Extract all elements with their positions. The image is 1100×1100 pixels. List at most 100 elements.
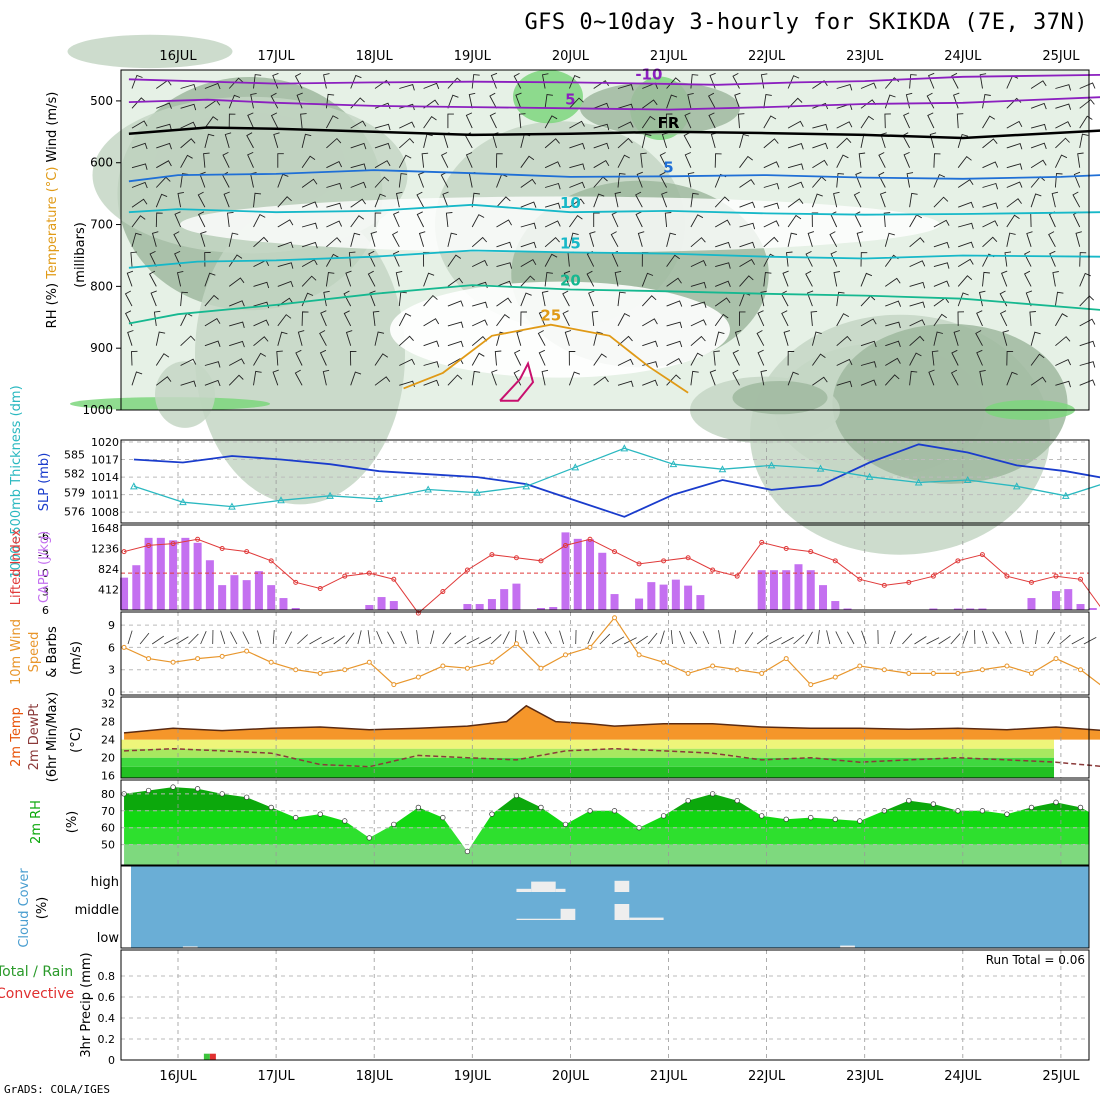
wind-barb [617, 103, 634, 111]
surface-wind-barb [1047, 631, 1056, 645]
wind-barb [586, 270, 595, 287]
cape-bar [598, 552, 607, 610]
wind-barb [326, 115, 339, 129]
lifted-index-marker [1028, 579, 1034, 585]
wind-speed-marker [612, 615, 618, 621]
wind-barb [489, 112, 497, 129]
wind-barb [294, 73, 303, 89]
wind-barb [1030, 159, 1047, 169]
wind-barb [253, 370, 262, 386]
wind-barb [856, 231, 864, 247]
wind-barb [763, 182, 780, 190]
wind-ylabel-2: Speed [27, 632, 42, 673]
wind-tick-label: 9 [108, 619, 115, 632]
wind-barb [589, 231, 596, 247]
wind-barb [593, 102, 610, 110]
wind-barb [326, 220, 343, 228]
wind-barb [617, 173, 626, 188]
cape-bar [389, 601, 398, 610]
temp-tick-label: 20 [101, 752, 115, 765]
wind-barb [148, 270, 157, 287]
wind-barb [1030, 102, 1047, 110]
wind-barb [666, 300, 683, 307]
lifted-index-marker [857, 576, 863, 582]
wind-barb [229, 340, 245, 348]
thickness-marker [179, 498, 187, 506]
wind-barb [350, 181, 367, 189]
surface-wind-barb [416, 630, 419, 645]
wind-barb [131, 74, 143, 89]
rh-ylabel-2: (%) [65, 811, 80, 834]
wind-barb [637, 231, 645, 247]
wind-barb [757, 349, 765, 366]
wind-barb [763, 161, 780, 169]
wind-barb [228, 113, 236, 129]
wind-barb [150, 290, 157, 307]
wind-barb [544, 161, 561, 169]
wind-barb [368, 250, 376, 267]
thickness-tick-label: 582 [64, 468, 85, 481]
cloud-ylabel-1: Cloud Cover [17, 868, 32, 948]
wind-barb [131, 181, 148, 189]
rh-shade-area [832, 323, 1068, 484]
wind-barb [1006, 181, 1023, 188]
wind-speed-marker [1004, 663, 1010, 669]
precip-frame [120, 949, 1090, 1061]
wind-barb [253, 236, 269, 248]
wind-barb [885, 357, 901, 366]
wind-barb [253, 336, 269, 347]
wind-barb [806, 290, 814, 307]
wind-barb [1051, 191, 1059, 208]
wind-barb [398, 173, 408, 188]
isotherm-label: -10 [635, 66, 662, 84]
wind-ylabel-1: 10m Wind [9, 619, 24, 685]
wind-barb [665, 113, 673, 129]
wind-barb [929, 132, 937, 149]
wind-barb [836, 291, 845, 307]
cape-bar [512, 583, 521, 610]
surface-wind-barb [220, 630, 226, 645]
cloud-low-block [840, 945, 855, 948]
wind-barb [982, 115, 996, 129]
wind-barb [593, 353, 607, 366]
lifted-index-marker [661, 558, 667, 564]
wind-barb [345, 270, 352, 287]
wind-barb [787, 143, 804, 150]
wind-barb [447, 77, 462, 89]
cape-bar [635, 598, 644, 610]
slp-tick-label: 1011 [91, 489, 119, 502]
wind-barb [617, 121, 634, 129]
cape-bar [1064, 589, 1073, 610]
thickness-marker [620, 444, 629, 452]
wind-barb [1055, 380, 1071, 388]
wind-barb [131, 371, 143, 386]
lifted-index-marker [293, 579, 299, 585]
wind-barb [423, 82, 440, 90]
surface-wind-barb [689, 631, 698, 645]
wind-barb [568, 351, 576, 366]
surface-wind-barb [950, 633, 961, 645]
wind-barb [519, 113, 526, 129]
lifted-index-marker [636, 561, 642, 567]
cape-bar [377, 597, 386, 610]
wind-barb [416, 191, 424, 208]
cape-bar [1027, 598, 1036, 610]
surface-wind-barb [376, 630, 383, 645]
wind-barb [177, 191, 184, 208]
wind-barb [1006, 351, 1014, 366]
lifted-index-marker [538, 558, 544, 564]
cloud-frame [120, 865, 1090, 949]
wind-speed-marker [1078, 667, 1084, 673]
wind-barb [714, 153, 722, 168]
wind-barb [367, 270, 376, 287]
wind-barb [739, 178, 755, 188]
wind-barb [391, 231, 400, 248]
cape-bar [696, 595, 705, 610]
isotherm-label: 25 [540, 307, 561, 325]
temp2m-frame [120, 696, 1090, 779]
wind-barb [350, 120, 367, 129]
wind-speed-marker [832, 674, 838, 680]
wind-tick-label: 6 [108, 641, 115, 654]
wind-speed-marker [391, 682, 397, 688]
wind-barb [714, 297, 731, 307]
